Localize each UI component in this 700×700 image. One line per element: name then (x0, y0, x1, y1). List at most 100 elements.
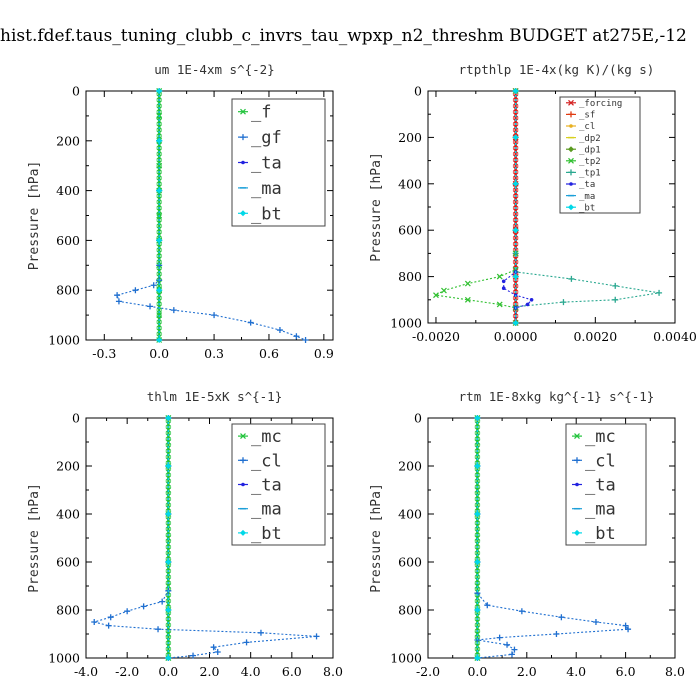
chart-panel-0: um 1E-4xm s^{-2} Pressure [hPa] 0 200 400 600… (27, 62, 334, 361)
data-point-2-1-13 (313, 633, 320, 640)
y-tick-label: 1000 (48, 651, 80, 666)
x-tick-label: 4.0 (241, 664, 261, 679)
legend-label: _dp1 (579, 145, 601, 155)
legend-label: _tp2 (579, 157, 601, 167)
y-tick-label: 800 (398, 269, 422, 284)
series-bt (512, 88, 519, 326)
y-tick-label: 800 (56, 283, 80, 298)
data-point-1-leg5 (568, 157, 574, 164)
data-point-0-1-7 (132, 287, 139, 294)
data-point-3-4-0 (474, 415, 481, 421)
data-point-3-1-7 (558, 614, 565, 621)
legend-label: _ta (251, 475, 282, 495)
data-point-1-9-5 (512, 320, 519, 326)
data-point-0-1-6 (150, 282, 157, 289)
legend-label: _cl (251, 451, 282, 471)
legend-label: _bt (251, 204, 282, 224)
y-tick-label: 200 (56, 133, 80, 148)
data-point-1-5-5 (441, 287, 447, 294)
data-point-2-4-5 (165, 655, 172, 661)
data-point-1-9-3 (512, 227, 519, 234)
data-point-0-leg0 (240, 108, 246, 115)
data-point-3-1-16 (508, 651, 515, 658)
data-point-1-9-2 (512, 180, 519, 187)
legend-label: _cl (585, 451, 616, 471)
data-point-0-4-1 (156, 137, 163, 144)
legend: _f _gf _ta _ma _bt (231, 98, 326, 227)
legend-label: _ma (579, 192, 595, 202)
data-point-3-1-15 (511, 646, 518, 653)
x-tick-label: -0.3 (92, 346, 116, 361)
data-point-3-1-8 (592, 619, 599, 625)
data-point-0-4-3 (156, 237, 163, 244)
data-point-0-4-5 (156, 337, 163, 343)
legend-label: _forcing (579, 99, 622, 109)
figure-title: hist.fdef.taus_tuning_clubb_c_invrs_tau_… (0, 26, 687, 46)
data-point-0-1-12 (211, 312, 218, 319)
legend-label: _f (251, 103, 271, 123)
x-tick-label: 2.0 (517, 664, 537, 679)
data-point-1-leg9 (568, 204, 574, 211)
legend-label: _dp2 (579, 134, 601, 144)
legend-label: _ma (585, 500, 616, 520)
y-tick-label: 1000 (390, 316, 422, 331)
y-axis-label: Pressure [hPa] (27, 161, 42, 271)
data-point-1-6-6 (612, 296, 619, 303)
legend-label: _sf (579, 111, 595, 121)
panel-title: rtm 1E-8xkg kg^{-1} s^{-1} (459, 389, 655, 404)
legend-label: _mc (251, 427, 282, 447)
data-point-0-4-0 (156, 88, 163, 94)
y-tick-label: 200 (398, 130, 422, 145)
data-point-1-9-1 (512, 134, 519, 141)
data-point-2-1-7 (124, 608, 131, 615)
data-point-2-1-9 (91, 619, 98, 625)
data-point-0-leg1 (240, 134, 246, 141)
legend: _mc _cl _ta _ma _bt (565, 423, 647, 546)
panel-title: thlm 1E-5xK s^{-1} (147, 389, 282, 404)
data-point-1-7-3 (501, 286, 506, 291)
data-point-1-leg4 (568, 146, 574, 153)
data-point-1-7-2 (501, 279, 506, 284)
data-point-2-1-10 (105, 622, 112, 629)
y-tick-label: 400 (56, 507, 80, 522)
y-tick-label: 200 (398, 459, 422, 474)
legend-label: _mc (585, 427, 616, 447)
series-bt (474, 415, 481, 661)
data-point-2-4-4 (165, 607, 172, 613)
legend-label: _ma (251, 500, 282, 520)
legend-box (565, 423, 647, 546)
x-tick-label: 0.9 (314, 346, 334, 361)
data-point-1-6-3 (568, 275, 575, 282)
data-point-0-leg4 (240, 210, 246, 217)
data-point-2-1-17 (190, 652, 197, 659)
data-point-2-1-14 (243, 639, 250, 646)
x-tick-label: 0.6 (259, 346, 279, 361)
data-point-2-4-0 (165, 415, 172, 421)
x-tick-label: 2.0 (200, 664, 220, 679)
y-tick-label: 600 (56, 233, 80, 248)
data-point-1-5-7 (464, 296, 471, 303)
data-point-1-leg6 (568, 169, 574, 176)
data-point-1-leg0 (568, 99, 574, 106)
data-point-3-1-10 (625, 626, 632, 633)
data-point-1-5-3 (496, 273, 503, 280)
y-axis-label: Pressure [hPa] (369, 152, 384, 262)
legend: _forcing _sf_cl _dp2_dp1 _tp2 _tp1_ta _ma_bt (559, 96, 641, 214)
y-tick-label: 1000 (48, 333, 80, 348)
data-point-1-7-6 (525, 302, 530, 307)
x-tick-label: 0.0000 (494, 329, 538, 344)
x-tick-label: 0.0 (149, 346, 169, 361)
x-tick-label: 0.0 (467, 664, 487, 679)
data-point-0-4-2 (156, 187, 163, 194)
data-point-1-leg1 (568, 111, 574, 118)
data-point-3-leg0 (574, 433, 580, 440)
x-tick-label: 4.0 (566, 664, 586, 679)
legend-label: _ta (585, 475, 616, 495)
panel-title: rtpthlp 1E-4x(kg K)/(kg s) (459, 62, 655, 77)
data-point-3-4-4 (474, 607, 481, 613)
data-point-1-9-4 (512, 273, 519, 280)
legend-label: _ta (579, 180, 595, 190)
chart-panel-3: rtm 1E-8xkg kg^{-1} s^{-1} Pressure [hPa]… (369, 389, 685, 679)
y-tick-label: 600 (398, 555, 422, 570)
x-tick-label: -0.0020 (412, 329, 460, 344)
